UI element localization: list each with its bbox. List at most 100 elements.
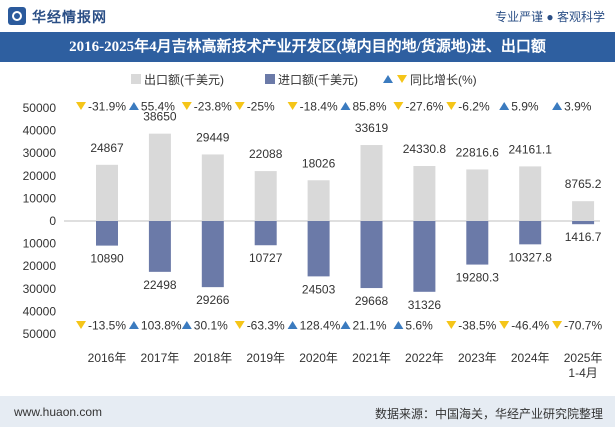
y-tick-label: 40000	[23, 304, 57, 318]
x-tick-label: 2023年	[458, 351, 497, 365]
import-value-label: 24503	[302, 282, 336, 296]
growth-label: 30.1%	[194, 319, 228, 333]
growth-up-icon	[340, 321, 351, 329]
footer-source: 数据来源：中国海关，华经产业研究院整理	[374, 407, 603, 421]
export-bar	[96, 164, 118, 221]
export-value-label: 24161.1	[509, 142, 553, 156]
export-bar	[466, 169, 489, 221]
import-bar	[519, 221, 542, 245]
legend-import-label: 进口额(千美元)	[278, 73, 358, 87]
export-value-label: 18026	[302, 156, 336, 170]
growth-down-icon	[446, 321, 457, 329]
y-tick-label: 0	[49, 214, 56, 228]
y-tick-label: 50000	[23, 101, 57, 115]
x-tick-label: 2017年	[141, 351, 180, 365]
import-bar	[572, 221, 595, 225]
export-bar	[572, 201, 595, 221]
growth-label: -38.5%	[458, 319, 496, 333]
growth-up-icon	[128, 321, 139, 329]
growth-down-icon	[446, 102, 457, 110]
legend-export-label: 出口额(千美元)	[144, 73, 224, 87]
export-value-label: 22088	[249, 147, 283, 161]
import-value-label: 29266	[196, 293, 230, 307]
growth-label: 128.4%	[300, 319, 341, 333]
growth-up-icon	[552, 102, 563, 110]
growth-up-icon	[499, 102, 510, 110]
import-bar	[201, 221, 224, 288]
export-value-label: 24867	[90, 141, 124, 155]
growth-label: -13.5%	[88, 319, 126, 333]
export-bar	[148, 133, 171, 221]
import-bar	[254, 221, 277, 246]
legend-import-swatch	[265, 74, 275, 84]
growth-up-icon	[393, 321, 404, 329]
growth-down-icon	[287, 102, 298, 110]
y-tick-label: 20000	[23, 259, 57, 273]
growth-label: 3.9%	[564, 100, 592, 114]
growth-down-icon	[234, 102, 245, 110]
export-value-label: 24330.8	[403, 142, 447, 156]
growth-label: -23.8%	[194, 100, 232, 114]
y-tick-label: 20000	[23, 169, 57, 183]
x-tick-label: 2021年	[352, 351, 391, 365]
import-bar	[413, 221, 436, 292]
x-tick-label: 2019年	[246, 351, 285, 365]
brand-slogan: 专业严谨 ● 客观科学	[495, 10, 605, 24]
growth-up-icon	[287, 321, 298, 329]
y-tick-label: 30000	[23, 282, 57, 296]
export-value-label: 29449	[196, 130, 230, 144]
import-bar	[307, 221, 330, 277]
chart-title: 2016-2025年4月吉林高新技术产业开发区(境内目的地/货源地)进、出口额	[69, 39, 546, 55]
import-bar	[96, 221, 118, 246]
y-tick-label: 40000	[23, 124, 57, 138]
legend-up-triangle-icon	[383, 75, 393, 83]
title-bar: 2016-2025年4月吉林高新技术产业开发区(境内目的地/货源地)进、出口额	[0, 32, 615, 62]
growth-down-icon	[76, 321, 86, 329]
export-bar	[307, 180, 330, 221]
growth-label: 5.9%	[511, 100, 539, 114]
import-bar	[466, 221, 489, 265]
x-tick-label: 2016年	[88, 351, 127, 365]
import-value-label: 10727	[249, 251, 283, 265]
y-tick-label: 10000	[23, 237, 57, 251]
growth-label: 85.8%	[353, 100, 387, 114]
export-value-label: 38650	[143, 110, 177, 124]
import-value-label: 22498	[143, 278, 177, 292]
import-value-label: 10327.8	[509, 250, 553, 264]
footer-site: www.huaon.com	[14, 405, 103, 419]
brand-name: 华经情报网	[32, 9, 107, 25]
import-value-label: 10890	[90, 252, 124, 266]
growth-label: -25%	[247, 100, 275, 114]
brand-logo-icon	[8, 7, 26, 25]
y-tick-label: 50000	[23, 327, 57, 341]
import-bar	[360, 221, 383, 289]
import-bar	[148, 221, 171, 272]
growth-label: -18.4%	[300, 100, 338, 114]
growth-down-icon	[76, 102, 86, 110]
export-value-label: 8765.2	[565, 177, 602, 191]
y-tick-label: 10000	[23, 191, 57, 205]
growth-label: -6.2%	[458, 100, 490, 114]
export-bar	[360, 145, 383, 221]
import-value-label: 31326	[408, 298, 442, 312]
x-tick-label: 1-4月	[568, 366, 597, 380]
growth-label: 103.8%	[141, 319, 182, 333]
growth-label: -31.9%	[88, 100, 126, 114]
export-bar	[254, 171, 277, 221]
bar-chart: 出口额(千美元) 进口额(千美元) 同比增长(%) 50000 40000 30000 20…	[23, 73, 603, 380]
footer-bar: www.huaon.com 数据来源：中国海关，华经产业研究院整理	[0, 396, 615, 427]
top-bar: 华经情报网 专业严谨 ● 客观科学	[0, 0, 615, 32]
x-tick-label: 2020年	[299, 351, 338, 365]
growth-label: -70.7%	[564, 319, 602, 333]
growth-label: -63.3%	[247, 319, 285, 333]
x-tick-label: 2024年	[511, 351, 550, 365]
growth-down-icon	[181, 102, 192, 110]
growth-down-icon	[552, 321, 563, 329]
export-value-label: 33619	[355, 121, 389, 135]
y-tick-label: 30000	[23, 146, 57, 160]
import-value-label: 19280.3	[456, 271, 500, 285]
growth-label: 5.6%	[405, 319, 433, 333]
growth-up-icon	[181, 321, 192, 329]
import-value-label: 1416.7	[565, 230, 602, 244]
growth-up-icon	[128, 102, 139, 110]
